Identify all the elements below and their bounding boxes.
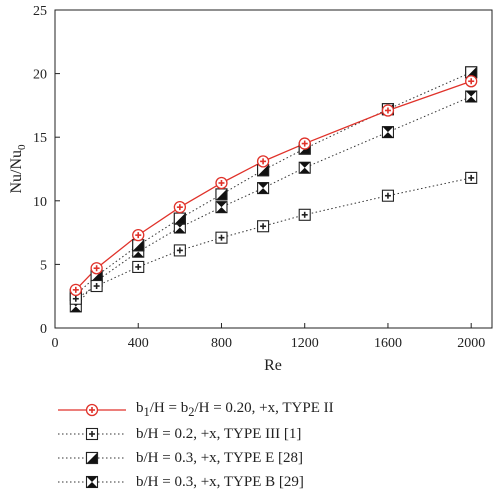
legend-label-type-e: b/H = 0.3, +x, TYPE E [28] (136, 449, 304, 466)
y-tick-label: 15 (33, 131, 47, 146)
data-point-type-iii (132, 260, 145, 273)
data-point-type-iii (90, 279, 103, 293)
x-tick-label: 1600 (374, 336, 402, 351)
data-point-type-ii (465, 75, 478, 88)
data-point-type-iii (257, 220, 270, 233)
x-tick-label: 1200 (291, 336, 319, 351)
legend-label-type-ii: b1/H = b2/H = 0.20, +x, TYPE II (136, 400, 334, 419)
x-tick-label: 2000 (457, 336, 485, 351)
legend-label-type-b: b/H = 0.3, +x, TYPE B [29] (136, 473, 304, 490)
data-point-type-b (257, 182, 270, 195)
x-tick-label: 0 (52, 336, 59, 351)
data-point-type-b (215, 201, 228, 214)
series-line-type-ii (75, 80, 472, 291)
x-tick-label: 800 (211, 336, 232, 351)
data-point-type-ii (173, 201, 187, 214)
data-point-type-b (465, 90, 478, 103)
data-point-type-e (215, 188, 228, 201)
y-tick-label: 5 (40, 258, 47, 273)
data-point-type-e (173, 212, 186, 225)
chart: 0 400 800 1200 1600 2000 0 5 10 15 20 25 Re Nu/Nu0 (8, 4, 493, 374)
data-point-type-ii (256, 155, 270, 168)
y-tick-label: 10 (33, 195, 47, 210)
y-tick-label: 20 (33, 68, 47, 83)
data-point-type-e (465, 66, 478, 79)
data-point-type-b (298, 161, 311, 174)
y-tick-label: 0 (40, 322, 47, 337)
legend-entry-type-ii: b1/H = b2/H = 0.20, +x, TYPE II (52, 398, 492, 422)
data-point-type-ii (90, 262, 103, 275)
data-point-type-ii (132, 228, 145, 242)
data-point-type-iii (215, 231, 228, 244)
data-point-type-ii (215, 176, 228, 190)
legend-swatch-type-ii (58, 403, 126, 417)
data-point-type-ii (298, 137, 311, 150)
y-axis-title: Nu/Nu0 (8, 144, 28, 194)
y-tick-label: 25 (33, 4, 47, 19)
legend-entry-type-iii: b/H = 0.2, +x, TYPE III [1] (52, 422, 492, 446)
data-point-type-ii (69, 283, 82, 296)
data-point-type-iii (298, 208, 311, 221)
data-point-type-ii (381, 104, 395, 117)
plot-frame (54, 9, 493, 329)
data-point-type-iii (465, 171, 478, 184)
data-point-type-b (381, 126, 395, 139)
legend-label-type-iii: b/H = 0.2, +x, TYPE III [1] (136, 425, 302, 442)
legend: b1/H = b2/H = 0.20, +x, TYPE II b/H = 0.… (52, 398, 492, 494)
legend-swatch-type-b (58, 475, 126, 489)
x-axis-title: Re (264, 357, 282, 374)
legend-swatch-type-iii (58, 427, 126, 441)
series-line-type-b (75, 96, 472, 307)
legend-swatch-type-e (58, 451, 126, 465)
legend-entry-type-b: b/H = 0.3, +x, TYPE B [29] (52, 470, 492, 494)
x-tick-label: 400 (128, 336, 149, 351)
data-point-type-e (132, 239, 145, 252)
data-point-type-iii (381, 189, 395, 202)
legend-entry-type-e: b/H = 0.3, +x, TYPE E [28] (52, 446, 492, 470)
data-point-type-iii (173, 244, 186, 257)
